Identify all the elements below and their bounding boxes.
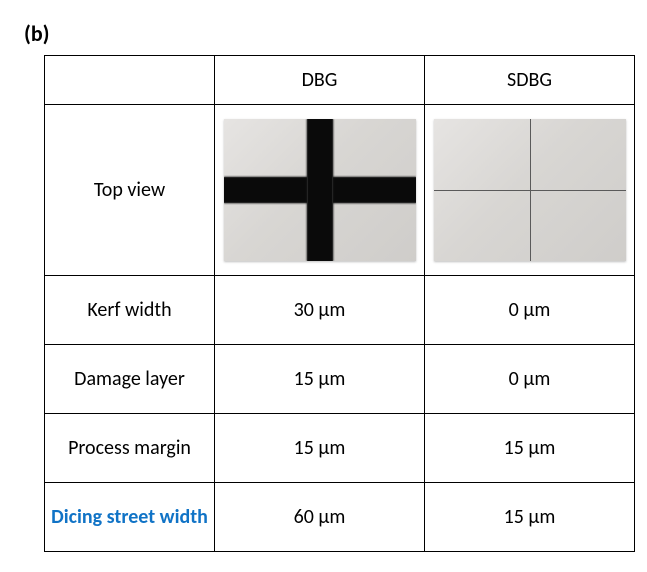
header-blank xyxy=(45,56,215,105)
dbg-margin: 15 μm xyxy=(215,414,425,483)
row-street: Dicing street width 60 μm 15 μm xyxy=(45,483,635,552)
label-kerf: Kerf width xyxy=(45,276,215,345)
sdbg-micrograph xyxy=(434,119,626,261)
label-street-text: Dicing street width xyxy=(51,505,208,529)
header-sdbg: SDBG xyxy=(425,56,635,105)
dbg-micrograph xyxy=(224,119,416,261)
row-margin: Process margin 15 μm 15 μm xyxy=(45,414,635,483)
sdbg-damage: 0 μm xyxy=(425,345,635,414)
dbg-street: 60 μm xyxy=(215,483,425,552)
dbg-kerf-vertical xyxy=(308,119,332,261)
label-damage: Damage layer xyxy=(45,345,215,414)
label-topview: Top view xyxy=(45,105,215,276)
label-street: Dicing street width xyxy=(45,483,215,552)
sdbg-kerf: 0 μm xyxy=(425,276,635,345)
dbg-topview-cell xyxy=(215,105,425,276)
subfigure-label: (b) xyxy=(24,20,627,47)
label-margin: Process margin xyxy=(45,414,215,483)
row-topview: Top view xyxy=(45,105,635,276)
dbg-kerf: 30 μm xyxy=(215,276,425,345)
row-damage: Damage layer 15 μm 0 μm xyxy=(45,345,635,414)
row-kerf: Kerf width 30 μm 0 μm xyxy=(45,276,635,345)
sdbg-kerf-vertical xyxy=(530,119,531,261)
sdbg-topview-cell xyxy=(425,105,635,276)
sdbg-street: 15 μm xyxy=(425,483,635,552)
table-header-row: DBG SDBG xyxy=(45,56,635,105)
sdbg-margin: 15 μm xyxy=(425,414,635,483)
dbg-damage: 15 μm xyxy=(215,345,425,414)
comparison-table: DBG SDBG Top view Kerf width 30 μm 0 μm … xyxy=(44,55,635,552)
header-dbg: DBG xyxy=(215,56,425,105)
